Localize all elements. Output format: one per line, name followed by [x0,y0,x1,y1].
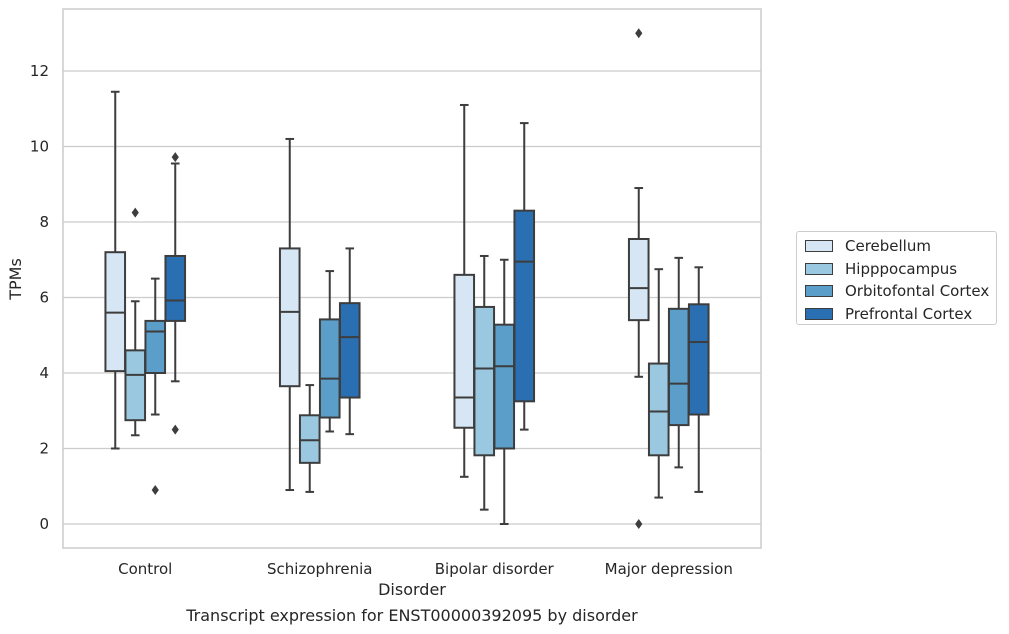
legend-swatch [805,240,833,252]
legend-label: Orbitofontal Cortex [845,282,990,300]
x-axis-ticks: Control Schizophrenia Bipolar disorder Majo… [118,560,733,578]
box-iqr [647,362,670,457]
box-iqr [453,273,476,429]
box-iqr [627,237,650,322]
x-axis-label: Disorder [378,580,446,599]
y-axis-ticks: 0 2 4 6 8 10 12 [30,62,49,533]
y-tick-label: 12 [30,62,49,80]
box-iqr [473,305,496,457]
box-iqr [493,323,516,450]
box-group [278,137,301,492]
box-group [104,90,127,450]
box-iqr [687,303,710,416]
box-group [338,247,361,436]
y-tick-label: 10 [30,138,49,156]
box-group [627,28,650,529]
outlier-point [171,424,179,435]
plot-boxes [104,28,710,529]
legend-label: Cerebellum [845,237,931,255]
outlier-point [635,519,643,529]
legend-item: Orbitofontal Cortex [805,281,989,301]
box-group [667,256,690,469]
y-tick-label: 2 [39,440,49,458]
box-iqr [278,247,301,388]
x-tick-label: Control [118,560,172,578]
legend-item: Cerebellum [805,236,931,256]
legend-swatch [805,307,833,320]
legend-item: Hipppocampus [805,259,957,279]
chart-caption: Transcript expression for ENST0000039209… [186,606,638,625]
y-tick-label: 0 [39,515,49,533]
box-group [493,258,516,525]
box-iqr [124,349,147,422]
legend-label: Hipppocampus [845,259,958,278]
box-iqr [513,209,536,403]
box-group [453,103,476,478]
box-iqr [298,414,321,464]
legend-label: Prefrontal Cortex [845,304,973,323]
y-tick-label: 8 [39,213,49,231]
box-group [144,277,167,496]
x-tick-label: Bipolar disorder [435,560,555,578]
plot-frame [62,8,762,549]
box-group [687,266,710,493]
box-iqr [338,302,361,399]
outlier-point [171,152,179,163]
box-group [473,254,496,511]
outlier-point [131,207,139,218]
outlier-point [151,485,159,496]
box-group [318,270,341,433]
legend-swatch [805,285,833,297]
box-group [164,152,187,435]
legend-swatch [805,262,833,275]
y-axis-label: TPMs [6,258,25,301]
legend-item: Prefrontal Cortex [805,304,972,324]
y-tick-label: 4 [39,364,49,382]
legend: Cerebellum Hipppocampus Orbitofontal Corte… [796,231,997,325]
x-tick-label: Major depression [605,560,733,578]
box-iqr [318,318,341,419]
box-iqr [144,319,167,374]
x-tick-label: Schizophrenia [267,560,372,578]
box-iqr [667,307,690,427]
box-iqr [164,254,187,322]
box-group [513,122,536,431]
y-tick-label: 6 [39,289,49,307]
box-group [647,268,670,499]
box-group [124,207,147,437]
outlier-point [635,28,643,39]
box-group [298,384,321,493]
